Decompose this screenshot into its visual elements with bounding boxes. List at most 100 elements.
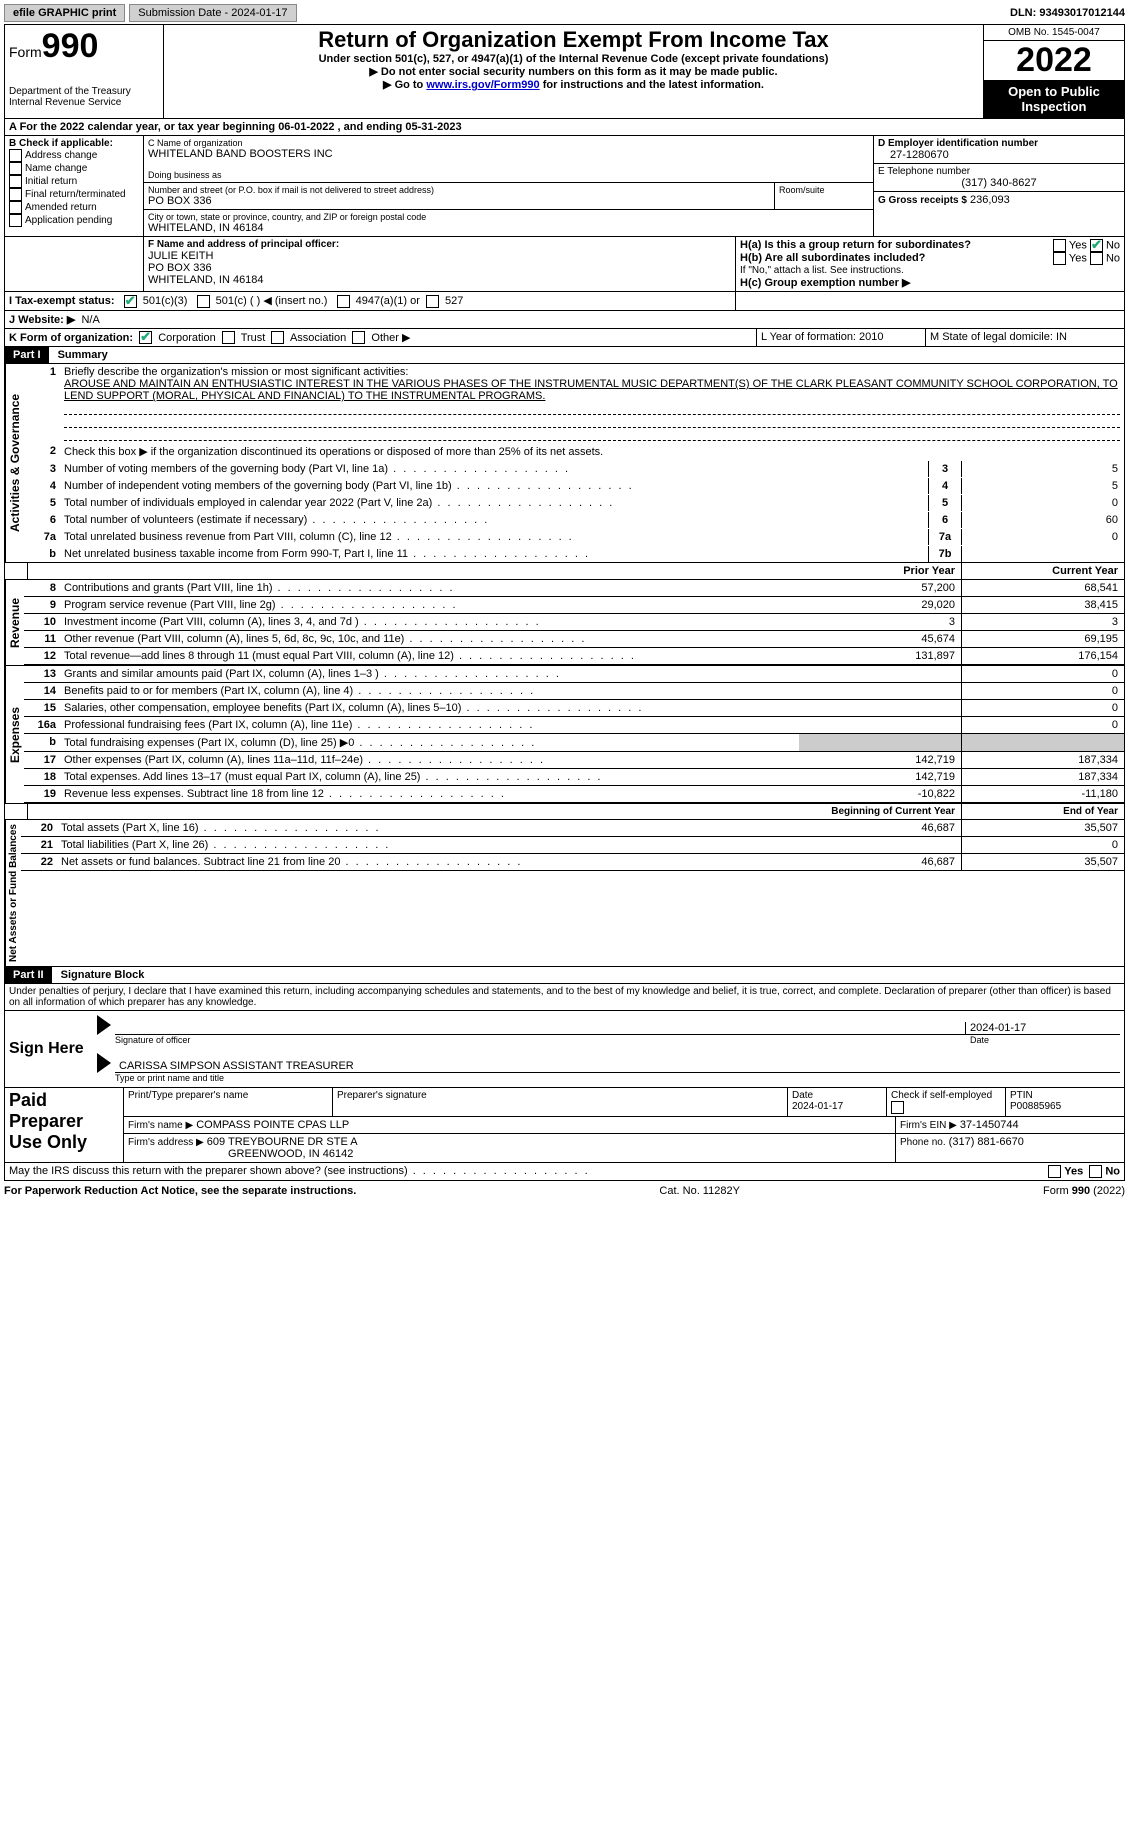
- date-label: Date: [970, 1035, 1120, 1045]
- firm-addr1: 609 TREYBOURNE DR STE A: [207, 1136, 358, 1148]
- officer-printed-name: CARISSA SIMPSON ASSISTANT TREASURER: [115, 1060, 1120, 1073]
- form-subtitle: Under section 501(c), 527, or 4947(a)(1)…: [168, 53, 979, 65]
- fh-row: F Name and address of principal officer:…: [5, 237, 1124, 292]
- c-name-label: C Name of organization: [148, 138, 869, 148]
- revenue-section: Revenue 8 Contributions and grants (Part…: [5, 580, 1124, 665]
- sign-here-label: Sign Here: [5, 1011, 93, 1087]
- governance-vlabel: Activities & Governance: [5, 364, 24, 562]
- d-label: D Employer identification number: [878, 138, 1038, 149]
- ha-no-checkbox[interactable]: [1090, 239, 1103, 252]
- k-trust-checkbox[interactable]: [222, 331, 235, 344]
- dept-treasury: Department of the Treasury Internal Reve…: [9, 86, 159, 108]
- gross-receipts: 236,093: [970, 194, 1010, 206]
- irs-link[interactable]: www.irs.gov/Form990: [426, 79, 539, 91]
- i-4947-checkbox[interactable]: [337, 295, 350, 308]
- self-employed-checkbox[interactable]: [891, 1101, 904, 1114]
- b-opt-checkbox[interactable]: [9, 201, 22, 214]
- pp-sig-label: Preparer's signature: [333, 1088, 788, 1116]
- ssn-note: ▶ Do not enter social security numbers o…: [168, 65, 979, 78]
- sig-officer-label: Signature of officer: [115, 1035, 970, 1045]
- dln-text: DLN: 93493017012144: [1010, 7, 1125, 19]
- street-value: PO BOX 336: [148, 195, 770, 207]
- street-label: Number and street (or P.O. box if mail i…: [148, 185, 770, 195]
- sign-here-section: Sign Here 2024-01-17 Signature of office…: [5, 1011, 1124, 1088]
- k-assoc-checkbox[interactable]: [271, 331, 284, 344]
- hb-note: If "No," attach a list. See instructions…: [740, 265, 1120, 276]
- officer-name: JULIE KEITH: [148, 250, 731, 262]
- year-formation: L Year of formation: 2010: [757, 329, 926, 347]
- discuss-row: May the IRS discuss this return with the…: [5, 1163, 1124, 1180]
- officer-type-label: Type or print name and title: [115, 1073, 224, 1083]
- submission-date-button[interactable]: Submission Date - 2024-01-17: [129, 4, 296, 22]
- sig-arrow-icon: [97, 1015, 111, 1035]
- mission-text: AROUSE AND MAINTAIN AN ENTHUSIASTIC INTE…: [64, 378, 1118, 402]
- klm-row: K Form of organization: Corporation Trus…: [5, 329, 1124, 348]
- sig-date: 2024-01-17: [965, 1022, 1120, 1035]
- section-h: H(a) Is this a group return for subordin…: [736, 237, 1124, 291]
- k-corp-checkbox[interactable]: [139, 331, 152, 344]
- open-inspection: Open to Public Inspection: [984, 80, 1124, 118]
- g-label: G Gross receipts $: [878, 195, 967, 206]
- room-label: Room/suite: [779, 185, 869, 195]
- officer-addr1: PO BOX 336: [148, 262, 731, 274]
- pp-date: 2024-01-17: [792, 1101, 843, 1112]
- revenue-vlabel: Revenue: [5, 580, 24, 665]
- netassets-section: Net Assets or Fund Balances 20 Total ass…: [5, 820, 1124, 966]
- goto-note: ▶ Go to www.irs.gov/Form990 for instruct…: [168, 78, 979, 91]
- omb-number: OMB No. 1545-0047: [984, 25, 1124, 41]
- dba-label: Doing business as: [148, 170, 869, 180]
- page-footer: For Paperwork Reduction Act Notice, see …: [4, 1181, 1125, 1197]
- prior-year-hdr: Prior Year: [903, 565, 955, 577]
- section-b: B Check if applicable: Address changeNam…: [5, 136, 144, 236]
- top-bar: efile GRAPHIC print Submission Date - 20…: [4, 4, 1125, 22]
- b-opt-checkbox[interactable]: [9, 162, 22, 175]
- paid-preparer-label: Paid Preparer Use Only: [5, 1088, 124, 1162]
- section-f: F Name and address of principal officer:…: [144, 237, 736, 291]
- ha-yes-checkbox[interactable]: [1053, 239, 1066, 252]
- form-word: Form: [9, 44, 42, 60]
- expenses-section: Expenses 13 Grants and similar amounts p…: [5, 665, 1124, 803]
- sig-arrow-icon-2: [97, 1053, 111, 1073]
- b-opt-checkbox[interactable]: [9, 149, 22, 162]
- form-number: Form990: [9, 27, 159, 66]
- website-value: N/A: [81, 314, 99, 326]
- part2-header: Part II Signature Block: [5, 966, 1124, 984]
- hb-yes-checkbox[interactable]: [1053, 252, 1066, 265]
- begin-year-hdr: Beginning of Current Year: [831, 806, 955, 817]
- line-a: A For the 2022 calendar year, or tax yea…: [5, 119, 1124, 136]
- bc-row: B Check if applicable: Address changeNam…: [5, 136, 1124, 237]
- section-i: I Tax-exempt status: 501(c)(3) 501(c) ( …: [5, 292, 1124, 311]
- b-opt-checkbox[interactable]: [9, 175, 22, 188]
- q1-label: Briefly describe the organization's miss…: [64, 366, 408, 378]
- e-label: E Telephone number: [878, 166, 1120, 177]
- hb-no-checkbox[interactable]: [1090, 252, 1103, 265]
- b-opt-checkbox[interactable]: [9, 188, 22, 201]
- section-j: J Website: ▶ N/A: [5, 311, 1124, 329]
- footer-mid: Cat. No. 11282Y: [659, 1185, 740, 1197]
- phone-value: (317) 340-8627: [878, 177, 1120, 189]
- section-deg: D Employer identification number 27-1280…: [874, 136, 1124, 236]
- firm-addr2: GREENWOOD, IN 46142: [128, 1148, 353, 1160]
- form-header: Form990 Department of the Treasury Inter…: [5, 25, 1124, 119]
- efile-print-button[interactable]: efile GRAPHIC print: [4, 4, 125, 22]
- form-title: Return of Organization Exempt From Incom…: [168, 27, 979, 53]
- form-990-number: 990: [42, 27, 99, 65]
- ptin-value: P00885965: [1010, 1101, 1061, 1112]
- section-c: C Name of organization WHITELAND BAND BO…: [144, 136, 874, 236]
- k-other-checkbox[interactable]: [352, 331, 365, 344]
- discuss-no-checkbox[interactable]: [1089, 1165, 1102, 1178]
- pp-name-label: Print/Type preparer's name: [124, 1088, 333, 1116]
- i-527-checkbox[interactable]: [426, 295, 439, 308]
- i-501c3-checkbox[interactable]: [124, 295, 137, 308]
- org-name: WHITELAND BAND BOOSTERS INC: [148, 148, 869, 160]
- current-year-hdr: Current Year: [1052, 565, 1118, 577]
- b-opt-checkbox[interactable]: [9, 214, 22, 227]
- firm-ein: 37-1450744: [960, 1119, 1019, 1131]
- i-501c-checkbox[interactable]: [197, 295, 210, 308]
- firm-phone: (317) 881-6670: [949, 1136, 1024, 1148]
- footer-left: For Paperwork Reduction Act Notice, see …: [4, 1185, 356, 1197]
- discuss-yes-checkbox[interactable]: [1048, 1165, 1061, 1178]
- perjury-text: Under penalties of perjury, I declare th…: [5, 984, 1124, 1011]
- footer-right: Form 990 (2022): [1043, 1185, 1125, 1197]
- part1-body: Activities & Governance 1 Briefly descri…: [5, 364, 1124, 562]
